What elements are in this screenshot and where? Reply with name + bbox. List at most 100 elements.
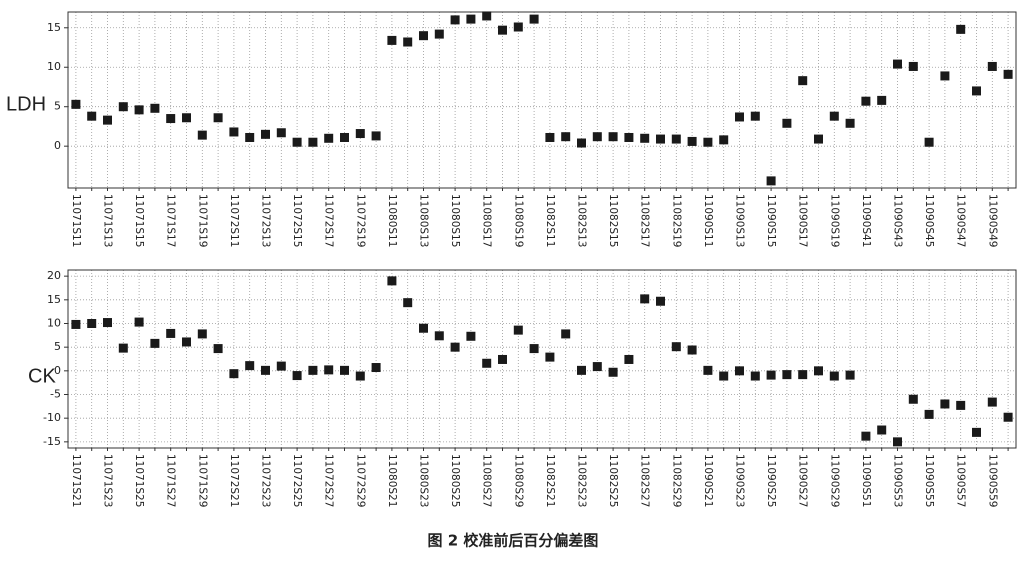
x-tick-label: 11082S17 xyxy=(639,194,651,247)
x-tick-label: 11080S15 xyxy=(449,194,461,247)
marker xyxy=(134,317,144,327)
marker xyxy=(292,371,302,381)
marker xyxy=(324,365,334,375)
marker xyxy=(482,11,492,21)
marker xyxy=(197,329,207,339)
marker xyxy=(829,111,839,121)
y-tick-label: 0 xyxy=(54,364,61,377)
marker xyxy=(340,132,349,142)
x-tick-label: 11071S27 xyxy=(165,454,177,507)
x-tick-label: 11080S23 xyxy=(418,454,430,507)
marker xyxy=(861,431,871,441)
marker xyxy=(513,22,523,32)
x-tick-label: 11080S17 xyxy=(481,194,493,247)
marker xyxy=(608,367,618,377)
marker xyxy=(893,59,902,69)
marker xyxy=(877,425,887,435)
marker xyxy=(972,86,981,96)
marker xyxy=(166,114,176,124)
marker xyxy=(276,361,286,371)
marker xyxy=(577,365,586,375)
marker xyxy=(419,323,428,333)
marker xyxy=(292,137,302,147)
x-tick-label: 11072S11 xyxy=(228,194,240,247)
plot-frame xyxy=(67,269,1017,449)
marker xyxy=(703,365,713,375)
marker xyxy=(340,365,349,375)
x-tick-label: 11082S25 xyxy=(607,454,619,507)
x-tick-label: 11090S45 xyxy=(923,194,935,247)
x-tick-label: 11082S27 xyxy=(639,454,651,507)
marker xyxy=(861,96,871,106)
marker xyxy=(592,362,602,372)
marker xyxy=(387,35,397,45)
marker xyxy=(798,370,808,380)
x-tick-label: 11090S49 xyxy=(986,194,998,247)
marker xyxy=(450,342,460,352)
marker xyxy=(577,138,586,148)
marker xyxy=(529,14,539,24)
marker xyxy=(782,370,792,380)
x-tick-label: 11080S19 xyxy=(512,194,524,247)
marker xyxy=(87,111,97,121)
x-tick-label: 11071S25 xyxy=(133,454,145,507)
marker xyxy=(150,338,160,348)
marker xyxy=(134,105,144,115)
marker xyxy=(308,365,318,375)
marker xyxy=(687,136,697,146)
x-tick-label: 11071S15 xyxy=(133,194,145,247)
x-tick-label: 11072S19 xyxy=(354,194,366,247)
x-tick-label: 11082S21 xyxy=(544,454,556,507)
x-tick-label: 11072S17 xyxy=(323,194,335,247)
x-tick-label: 11080S27 xyxy=(481,454,493,507)
y-tick-label: 5 xyxy=(54,340,61,353)
marker xyxy=(182,337,191,347)
marker xyxy=(972,427,981,437)
marker xyxy=(482,358,492,368)
marker xyxy=(608,132,618,142)
x-tick-label: 11090S59 xyxy=(986,454,998,507)
marker xyxy=(403,37,413,47)
marker xyxy=(403,298,413,308)
marker xyxy=(245,132,255,142)
marker xyxy=(71,99,81,109)
marker xyxy=(766,370,776,380)
marker xyxy=(656,134,665,144)
x-tick-label: 11090S41 xyxy=(860,194,872,247)
x-tick-label: 11080S29 xyxy=(512,454,524,507)
marker xyxy=(387,276,397,286)
x-tick-label: 11090S13 xyxy=(734,194,746,247)
x-tick-label: 11090S15 xyxy=(765,194,777,247)
x-tick-label: 11090S17 xyxy=(797,194,809,247)
marker xyxy=(245,361,255,371)
x-tick-label: 11072S13 xyxy=(260,194,272,247)
marker xyxy=(561,132,571,142)
marker xyxy=(434,29,444,39)
marker xyxy=(845,370,855,380)
x-tick-label: 11071S29 xyxy=(196,454,208,507)
y-tick-label: 15 xyxy=(47,21,61,34)
x-tick-label: 11090S47 xyxy=(955,194,967,247)
marker xyxy=(592,132,602,142)
marker xyxy=(782,118,792,128)
x-tick-label: 11071S13 xyxy=(102,194,114,247)
marker xyxy=(814,366,823,376)
marker xyxy=(213,113,223,123)
x-tick-label: 11082S13 xyxy=(576,194,588,247)
x-tick-label: 11071S17 xyxy=(165,194,177,247)
marker xyxy=(940,71,950,81)
marker xyxy=(355,371,365,381)
marker xyxy=(640,294,650,304)
marker xyxy=(766,176,776,186)
y-tick-label: 0 xyxy=(54,139,61,152)
x-tick-label: 11072S25 xyxy=(291,454,303,507)
x-tick-label: 11072S21 xyxy=(228,454,240,507)
marker xyxy=(371,363,381,373)
marker xyxy=(987,61,997,71)
marker xyxy=(419,31,428,41)
y-tick-label: -15 xyxy=(43,435,61,448)
x-tick-label: 11071S23 xyxy=(102,454,114,507)
x-tick-label: 11090S21 xyxy=(702,454,714,507)
marker xyxy=(118,343,128,353)
